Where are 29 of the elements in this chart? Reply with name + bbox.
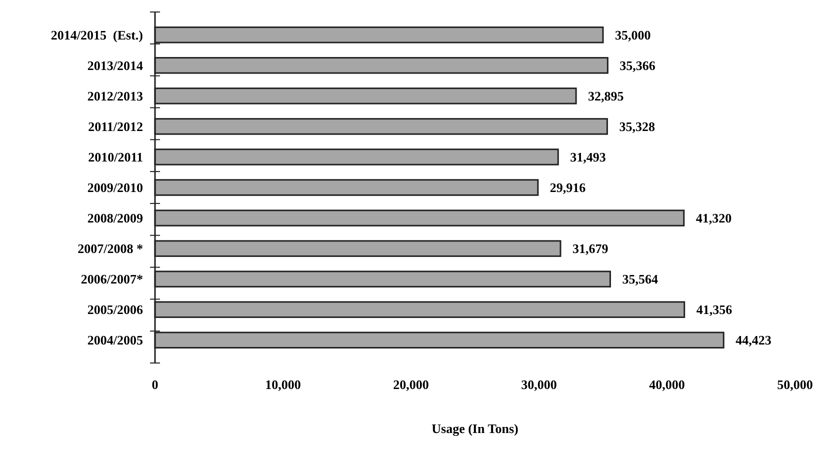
- data-label: 44,423: [736, 332, 772, 348]
- x-tick-label: 10,000: [265, 377, 301, 392]
- x-tick-label: 50,000: [777, 377, 813, 392]
- data-label: 41,356: [696, 302, 733, 318]
- x-tick-label: 40,000: [649, 377, 685, 392]
- y-tick-label: 2006/2007*: [80, 272, 143, 287]
- x-tick-label: 0: [152, 377, 158, 392]
- y-tick-label: 2013/2014: [87, 58, 144, 73]
- data-label: 31,679: [572, 241, 609, 256]
- x-axis-title: Usage (In Tons): [432, 421, 518, 436]
- data-label: 41,320: [696, 210, 732, 226]
- x-tick-label: 20,000: [393, 377, 429, 392]
- y-tick-label: 2005/2006: [87, 302, 144, 318]
- data-label: 35,564: [622, 272, 658, 287]
- data-label: 35,000: [615, 27, 651, 42]
- x-tick-label: 30,000: [521, 377, 557, 392]
- y-tick-label: 2007/2008 *: [78, 241, 143, 256]
- data-label: 29,916: [550, 180, 586, 196]
- data-label: 35,366: [620, 58, 656, 73]
- y-tick-label: 2010/2011: [88, 150, 143, 165]
- y-tick-label: 2011/2012: [88, 119, 143, 134]
- y-tick-label: 2009/2010: [87, 180, 143, 196]
- y-tick-label: 2004/2005: [87, 332, 144, 348]
- y-tick-label: 2008/2009: [87, 210, 144, 226]
- y-tick-label: 2012/2013: [87, 88, 144, 104]
- data-label: 32,895: [588, 88, 624, 104]
- data-label: 31,493: [570, 150, 606, 165]
- data-label: 35,328: [619, 119, 656, 134]
- y-tick-label: 2014/2015 (Est.): [50, 27, 143, 42]
